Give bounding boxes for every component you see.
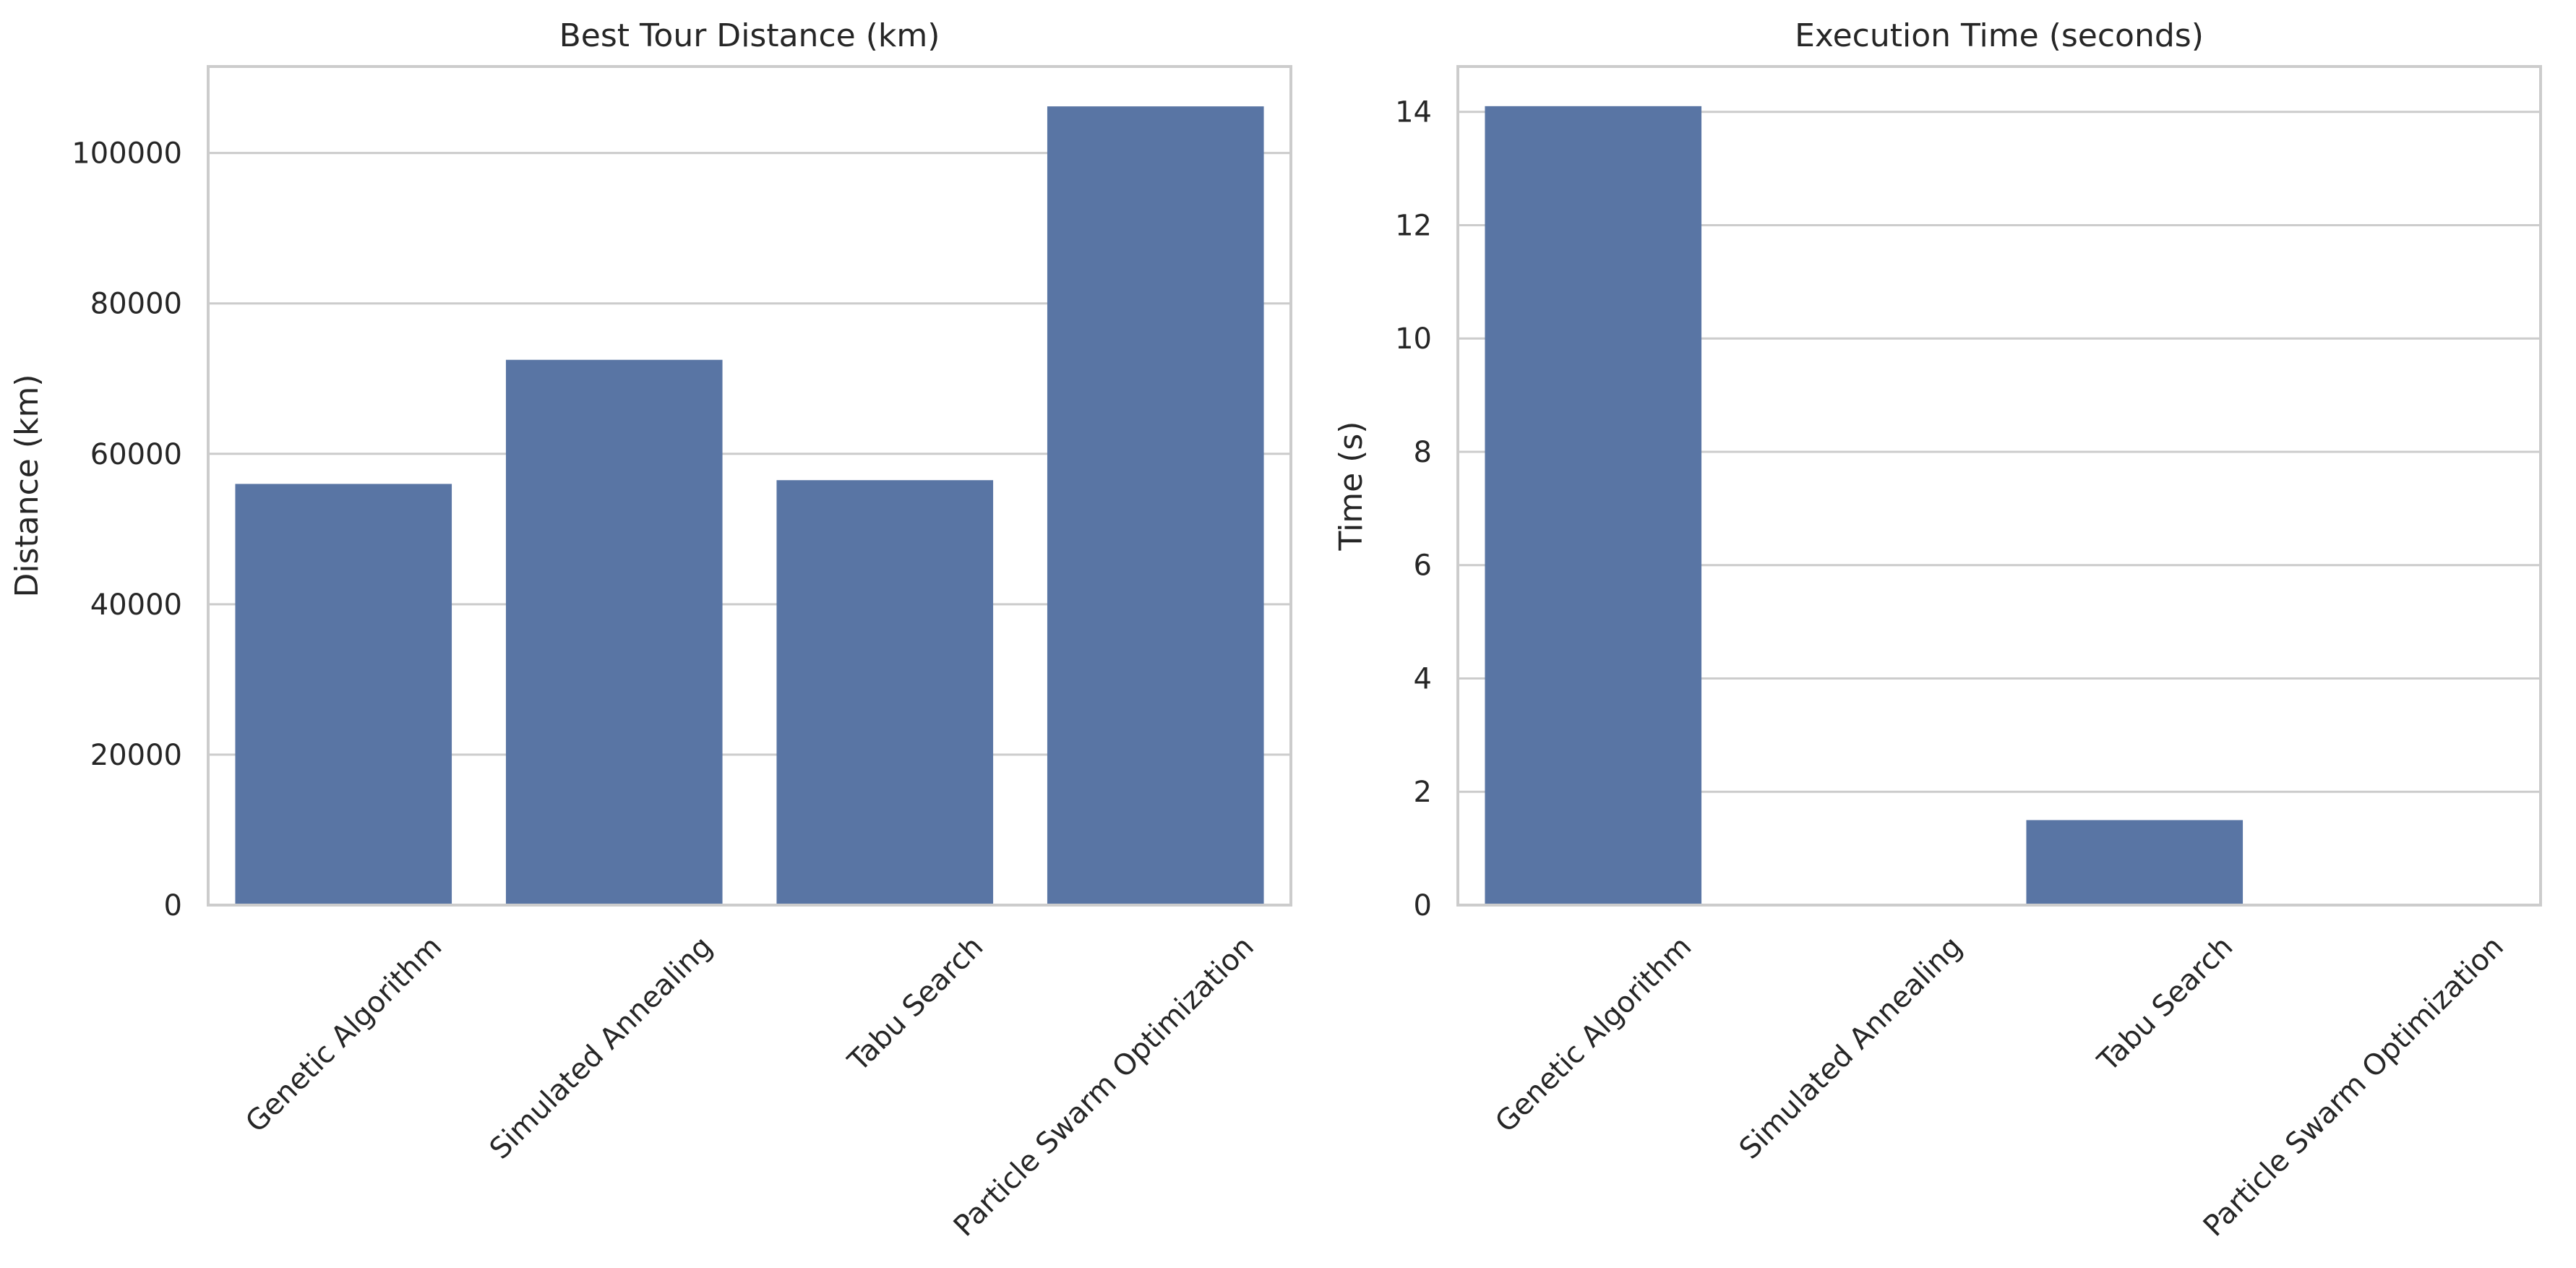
bar-3 bbox=[2026, 820, 2244, 905]
x-tick-label: Genetic Algorithm bbox=[239, 930, 448, 1139]
x-tick-label: Simulated Annealing bbox=[1733, 930, 1969, 1166]
chart-title: Best Tour Distance (km) bbox=[559, 17, 940, 54]
bar-2 bbox=[505, 359, 723, 906]
bar-1 bbox=[1485, 106, 1702, 905]
y-axis-label: Time (s) bbox=[1333, 421, 1370, 552]
y-tick-label: 10 bbox=[1395, 322, 1432, 356]
plot-frame bbox=[1456, 65, 2542, 907]
bar-1 bbox=[235, 484, 452, 905]
chart-title: Execution Time (seconds) bbox=[1795, 17, 2204, 54]
y-tick-label: 20000 bbox=[90, 739, 182, 772]
plot-frame bbox=[207, 65, 1292, 907]
y-tick-label: 80000 bbox=[90, 288, 182, 321]
x-tick-label: Particle Swarm Optimization bbox=[2197, 930, 2510, 1243]
y-tick-label: 2 bbox=[1414, 776, 1432, 809]
y-tick-label: 0 bbox=[1414, 889, 1432, 922]
chart-panel-1: 0 20000 40000 60000 80000 100000 Genetic Algor… bbox=[9, 17, 1292, 1243]
y-tick-label: 40000 bbox=[90, 588, 182, 622]
y-tick-label: 12 bbox=[1395, 209, 1432, 242]
y-tick-label: 4 bbox=[1414, 662, 1432, 695]
y-tick-label: 100000 bbox=[72, 137, 182, 171]
chart-panel-2: 0 2 4 6 8 10 12 14 Genetic Algorithm Simulated An… bbox=[1333, 17, 2542, 1243]
x-tick-label: Tabu Search bbox=[841, 930, 989, 1079]
x-tick-label: Simulated Annealing bbox=[484, 930, 719, 1166]
bar-3 bbox=[776, 480, 994, 905]
bar-4 bbox=[1047, 106, 1264, 905]
x-tick-label: Genetic Algorithm bbox=[1489, 930, 1698, 1139]
x-tick-label: Tabu Search bbox=[2091, 930, 2239, 1079]
y-tick-label: 6 bbox=[1414, 549, 1432, 583]
y-tick-label: 60000 bbox=[90, 438, 182, 471]
y-tick-label: 8 bbox=[1414, 436, 1432, 469]
y-tick-label: 14 bbox=[1395, 96, 1432, 129]
y-axis-label: Distance (km) bbox=[9, 374, 46, 597]
x-tick-label: Particle Swarm Optimization bbox=[948, 930, 1261, 1243]
y-tick-label: 0 bbox=[164, 889, 182, 922]
